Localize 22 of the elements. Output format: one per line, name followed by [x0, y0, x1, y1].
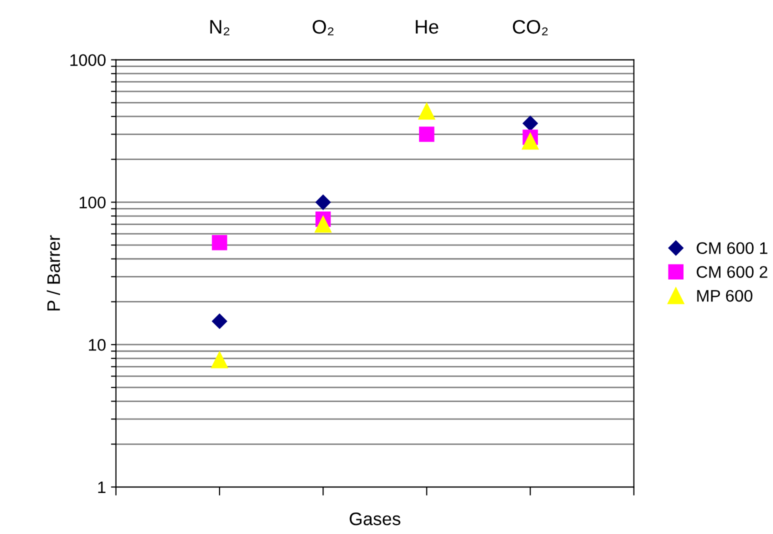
y-tick-label: 100 — [80, 196, 106, 208]
y-axis-title: P / Barrer — [46, 235, 60, 310]
point — [522, 132, 539, 150]
point — [212, 314, 228, 329]
point — [212, 235, 228, 250]
legend-label: CM 600 1 — [696, 242, 768, 254]
y-tick-label: 1 — [98, 482, 106, 494]
y-tick-label: 10 — [88, 339, 106, 351]
point — [211, 352, 228, 368]
legend-label: CM 600 2 — [696, 266, 768, 278]
point — [522, 116, 538, 131]
point — [418, 102, 436, 120]
x-tick-label: N₂ — [210, 20, 230, 36]
point — [419, 126, 434, 142]
point — [316, 194, 331, 210]
x-axis-title: Gases — [350, 512, 400, 526]
legend-label: MP 600 — [697, 290, 752, 302]
point — [314, 216, 332, 233]
x-tick-label: CO₂ — [512, 20, 548, 36]
y-tick-label: 1000 — [70, 54, 106, 66]
x-tick-label: He — [416, 20, 438, 34]
x-tick-label: O₂ — [312, 20, 334, 36]
